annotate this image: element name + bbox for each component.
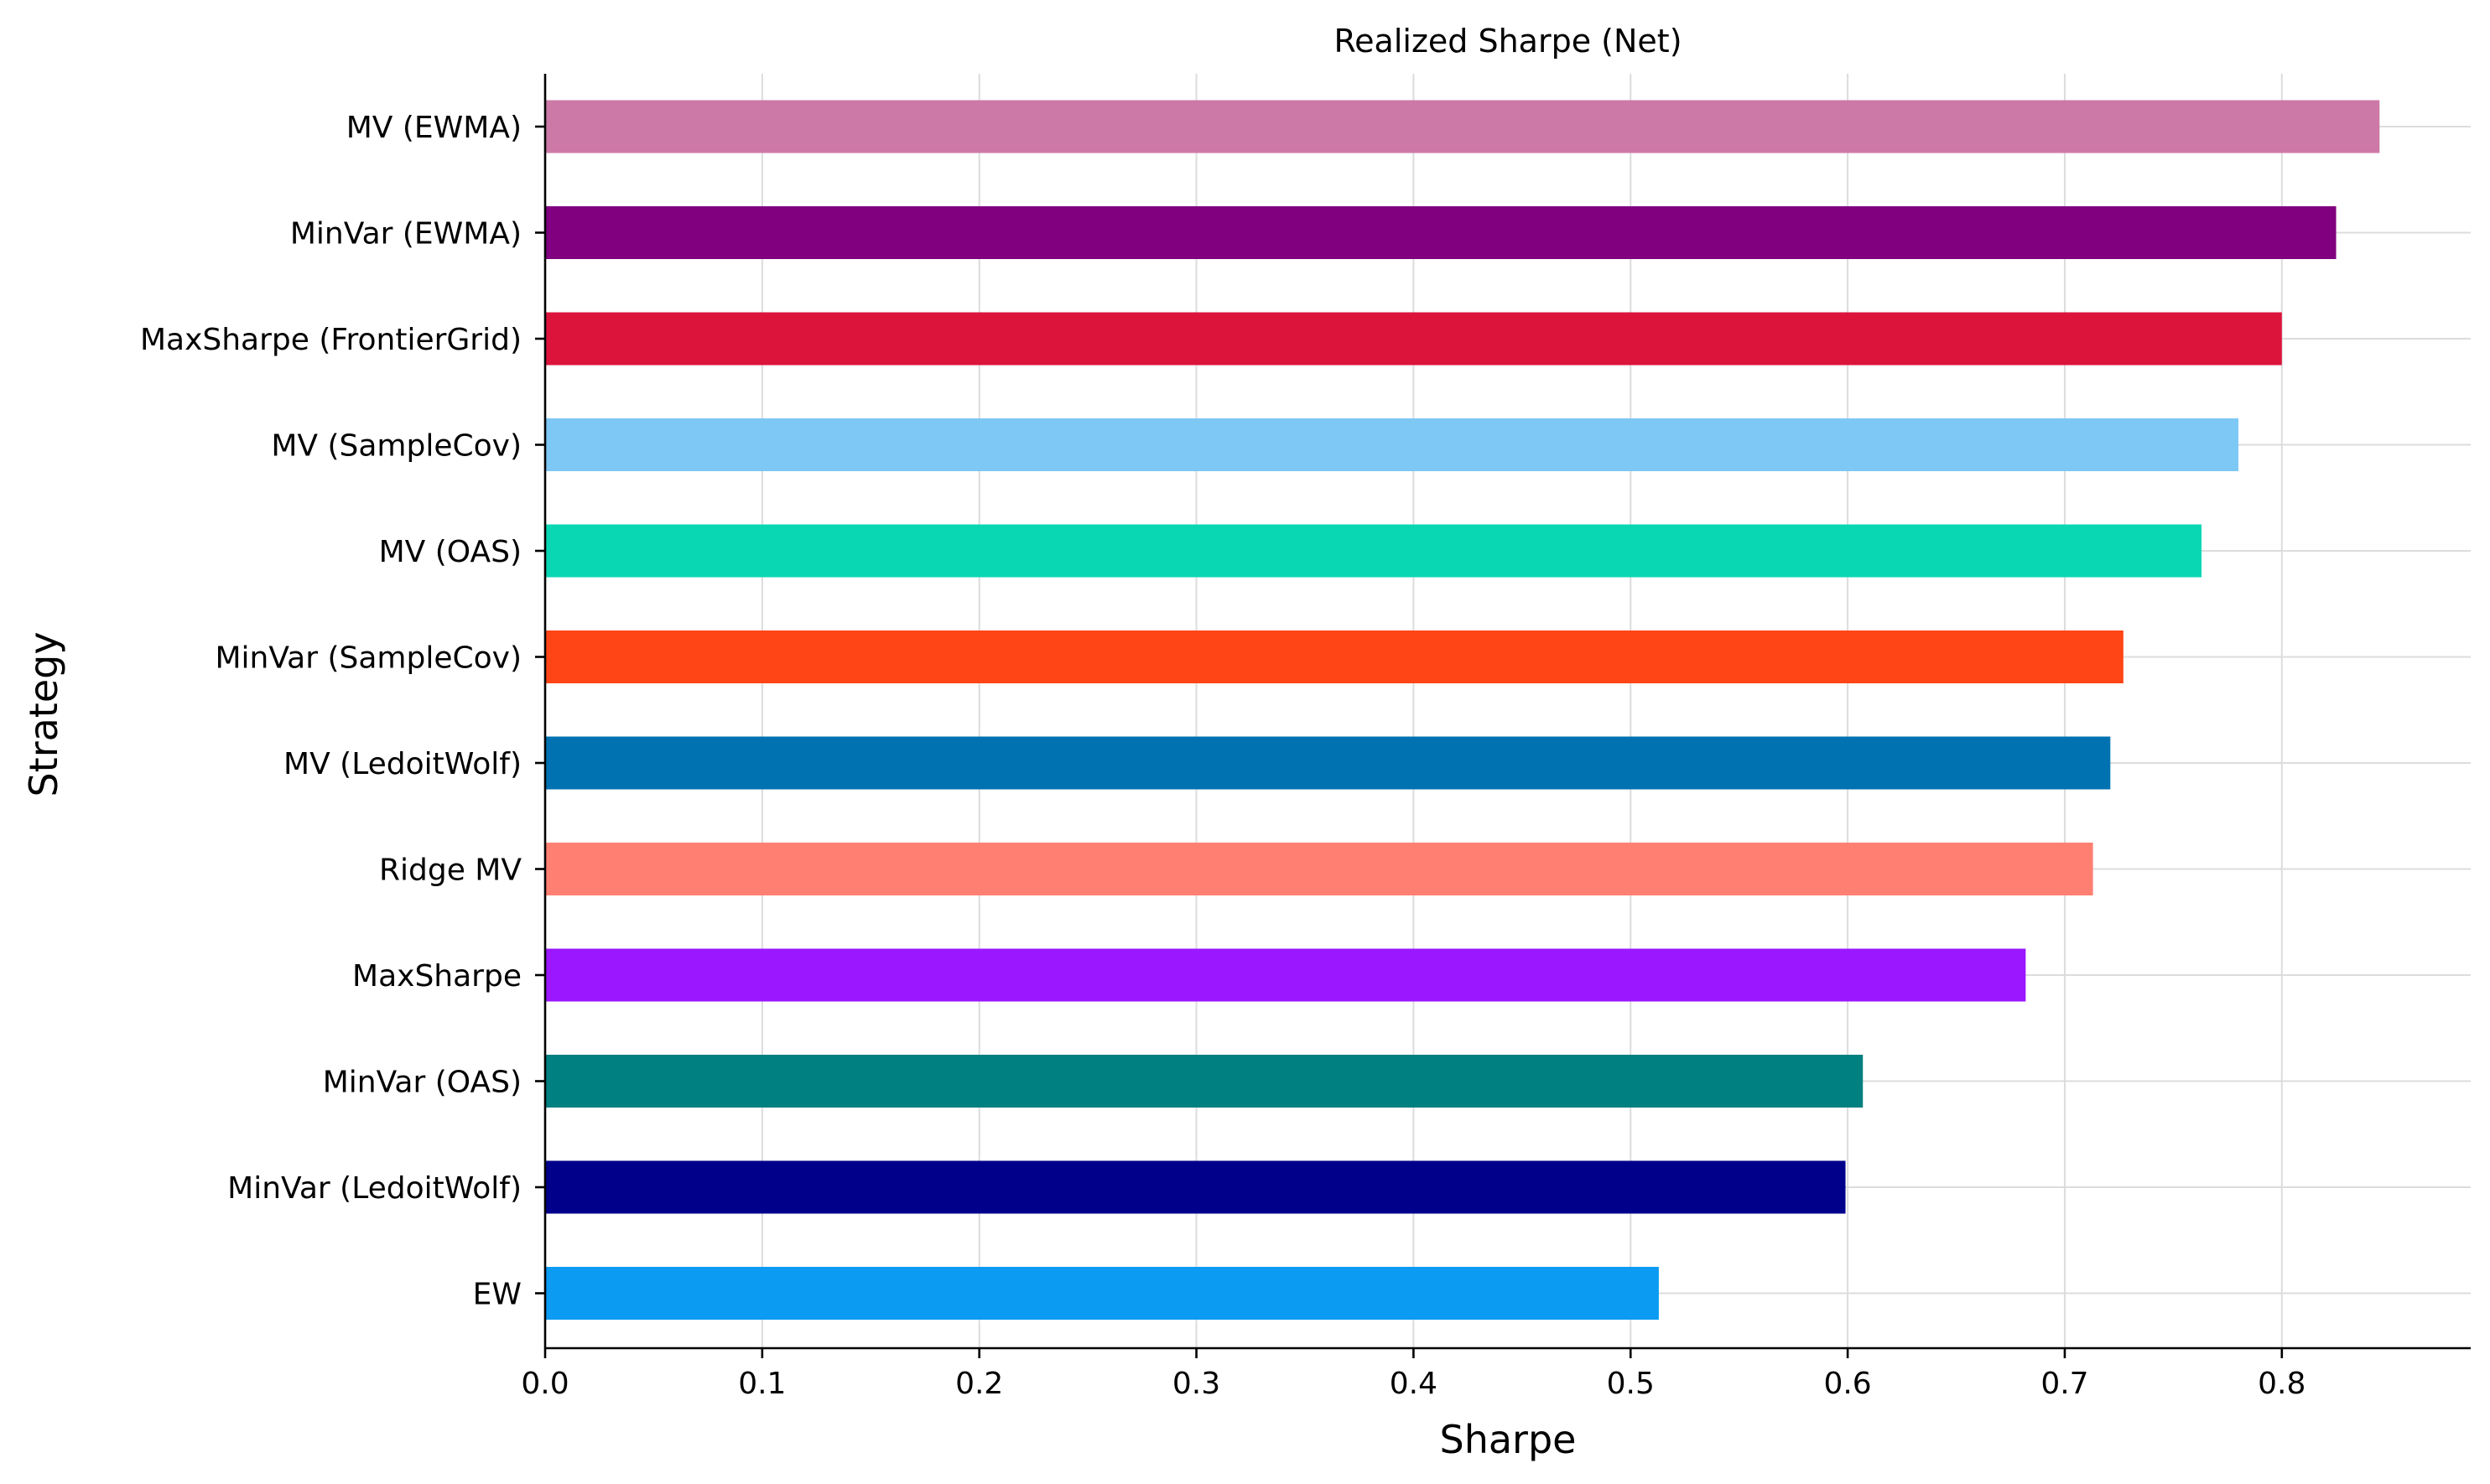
y-tick-label: MaxSharpe xyxy=(352,959,522,994)
axes: 0.0 0.1 0.2 0.3 0.4 0.5 0.6 0.7 0.8 MV (EWMA) MinV… xyxy=(140,74,2471,1401)
y-tick-label: MinVar (SampleCov) xyxy=(215,641,522,676)
y-tick-label: Ridge MV xyxy=(379,854,522,888)
x-tick-label: 0.0 xyxy=(521,1367,569,1401)
bar xyxy=(545,100,2380,153)
bar xyxy=(545,418,2239,471)
bar xyxy=(545,1055,1864,1108)
bar xyxy=(545,843,2093,895)
bar xyxy=(545,206,2337,259)
y-tick-label: MinVar (LedoitWolf) xyxy=(227,1171,522,1206)
x-tick-label: 0.8 xyxy=(2258,1367,2305,1401)
grid-lines xyxy=(544,74,2471,1348)
x-tick-label: 0.2 xyxy=(955,1367,1003,1401)
y-tick-label: MinVar (OAS) xyxy=(323,1066,522,1100)
y-tick-label: MV (EWMA) xyxy=(346,111,522,145)
x-tick-label: 0.3 xyxy=(1172,1367,1220,1401)
y-tick-label: MV (OAS) xyxy=(379,535,522,569)
bar xyxy=(545,1160,1846,1214)
bar xyxy=(545,1267,1659,1320)
x-tick-label: 0.6 xyxy=(1823,1367,1871,1401)
y-axis-title: Strategy xyxy=(21,631,66,796)
y-tick-label: MaxSharpe (FrontierGrid) xyxy=(140,323,522,357)
x-axis-title: Sharpe xyxy=(1440,1417,1577,1462)
bars xyxy=(545,100,2380,1320)
y-tick-label: MV (SampleCov) xyxy=(271,429,522,464)
x-tick-label: 0.4 xyxy=(1390,1367,1437,1401)
bar xyxy=(545,312,2282,366)
y-tick-label: MinVar (EWMA) xyxy=(290,217,522,252)
x-tick-label: 0.1 xyxy=(738,1367,786,1401)
bar xyxy=(545,948,2026,1002)
bar xyxy=(545,524,2202,578)
x-tick-label: 0.7 xyxy=(2040,1367,2088,1401)
chart-title: Realized Sharpe (Net) xyxy=(1333,23,1682,60)
bar xyxy=(545,630,2124,683)
bar xyxy=(545,736,2111,790)
x-tick-label: 0.5 xyxy=(1607,1367,1655,1401)
y-tick-label: MV (LedoitWolf) xyxy=(283,747,522,781)
y-tick-label: EW xyxy=(473,1278,522,1312)
